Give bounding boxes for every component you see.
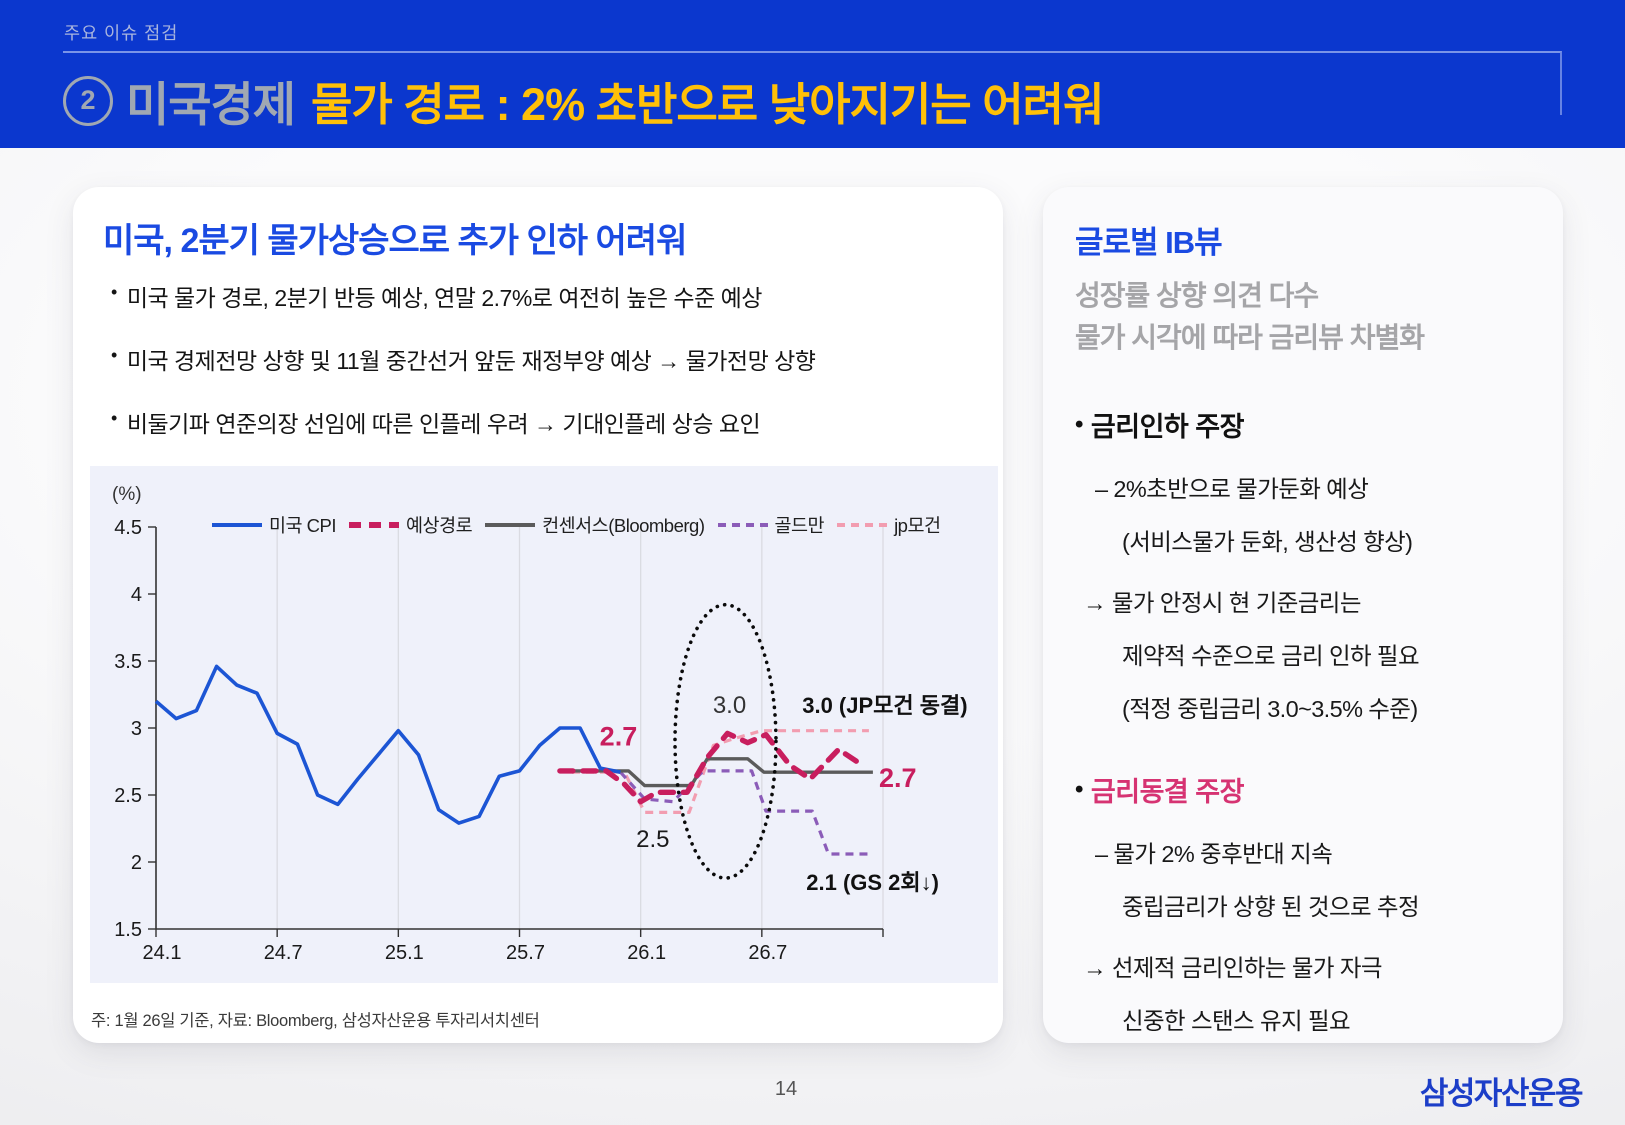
x-tick-label: 26.1 — [627, 942, 666, 964]
section-heading-1: • 금리인하 주장 — [1075, 405, 1539, 444]
x-tick-label: 24.7 — [264, 942, 303, 964]
section-2-line-2: 중립금리가 상향 된 것으로 추정 — [1122, 894, 1420, 920]
section-heading-2: • 금리동결 주장 — [1075, 770, 1539, 809]
section-2-line-1: – 물가 2% 중후반대 지속 — [1095, 841, 1333, 867]
section-heading-text: 금리인하 주장 — [1090, 412, 1245, 442]
legend-label: 예상경로 — [406, 515, 473, 536]
page-title-main: 물가 경로 : 2% 초반으로 낮아지기는 어려워 — [310, 79, 1104, 130]
bullet-item-2: • 미국 경제전망 상향 및 11월 중간선거 앞둔 재정부양 예상 → 물가전망… — [111, 342, 816, 376]
chart-annotation-1: 2.7 — [600, 721, 638, 751]
legend-line-icon — [212, 523, 262, 527]
section-number-icon: 2 — [63, 75, 113, 126]
chart-annotation-6: 2.1 (GS 2회↓) — [806, 870, 939, 895]
y-tick-label: 4 — [131, 584, 142, 606]
legend-label: 컨센서스(Bloomberg) — [542, 515, 705, 536]
bullet-text: 미국 경제전망 상향 및 11월 중간선거 앞둔 재정부양 예상 → 물가전망 … — [126, 348, 816, 374]
section-1-line-1: – 2%초반으로 물가둔화 예상 — [1095, 476, 1369, 502]
y-tick-label: 4.5 — [114, 517, 142, 539]
bullet-text: 미국 물가 경로, 2분기 반등 예상, 연말 2.7%로 여전히 높은 수준 … — [126, 285, 763, 311]
chart-legend: 미국 CPI 예상경로 컨센서스(Bloomberg) 골드만 jp모건 — [212, 512, 992, 538]
legend-label: jp모건 — [894, 515, 941, 536]
bullet-icon: • — [1075, 410, 1083, 438]
x-tick-label: 25.7 — [506, 942, 545, 964]
legend-line-icon — [349, 522, 400, 528]
right-card-sections: • 금리인하 주장 – 2%초반으로 물가둔화 예상 (서비스물가 둔화, 생산성 향… — [1075, 405, 1539, 1036]
y-tick-label: 3 — [131, 718, 142, 740]
company-logo: 삼성자산운용 — [1419, 1076, 1584, 1111]
bullet-item-1: • 미국 물가 경로, 2분기 반등 예상, 연말 2.7%로 여전히 높은 수준… — [111, 279, 815, 313]
page-title: 2 미국경제 물가 경로 : 2% 초반으로 낮아지기는 어려워 — [63, 66, 1104, 135]
section-2-line-3: → 선제적 금리인하는 물가 자극 — [1083, 955, 1382, 981]
section-2-line-4: 신중한 스탠스 유지 필요 — [1122, 1008, 1351, 1034]
y-axis-unit-label: (%) — [112, 484, 142, 505]
highlight-ellipse-icon — [673, 602, 778, 880]
bullet-icon: • — [1075, 775, 1083, 803]
bullet-icon: • — [111, 282, 117, 302]
series-goldman — [619, 769, 871, 856]
legend-line-icon — [837, 523, 888, 527]
legend-label: 미국 CPI — [269, 515, 337, 536]
bullet-text: 비둘기파 연준의장 선임에 따른 인플레 우려 → 기대인플레 상승 요인 — [126, 411, 761, 437]
breadcrumb: 주요 이슈 점검 — [64, 23, 179, 43]
legend-item-jp: jp모건 — [837, 512, 941, 538]
right-card-title: 글로벌 IB뷰 — [1075, 225, 1223, 260]
section-1-line-2: (서비스물가 둔화, 생산성 향상) — [1122, 529, 1413, 555]
bullet-icon: • — [111, 345, 117, 365]
subtitle-line-1: 성장률 상향 의견 다수 — [1075, 280, 1319, 311]
cpi-line-chart: (%) 4.5 4 3.5 3 2.5 2 1.524.1 24.7 25.1 25.7 26.1 26… — [112, 484, 968, 964]
left-card-bullets: • 미국 물가 경로, 2분기 반등 예상, 연말 2.7%로 여전히 높은 수준… — [111, 279, 816, 468]
cpi-chart-panel: 미국 CPI 예상경로 컨센서스(Bloomberg) 골드만 jp모건 (%) 4.5 4… — [90, 466, 998, 983]
x-tick-label: 25.1 — [385, 942, 424, 964]
section-heading-text: 금리동결 주장 — [1090, 777, 1245, 807]
legend-item-expected: 예상경로 — [349, 512, 473, 538]
series-expected — [557, 730, 866, 805]
page-number: 14 — [774, 1078, 798, 1100]
legend-label: 골드만 — [774, 515, 825, 536]
legend-item-consensus: 컨센서스(Bloomberg) — [485, 512, 705, 538]
series-cpi — [154, 664, 621, 825]
x-tick-label: 26.7 — [748, 942, 787, 964]
y-tick-label: 3.5 — [114, 651, 142, 673]
left-card-title: 미국, 2분기 물가상승으로 추가 인하 어려워 — [103, 222, 687, 260]
bullet-icon: • — [111, 408, 117, 428]
section-1-line-3: → 물가 안정시 현 기준금리는 — [1083, 590, 1361, 616]
legend-item-cpi: 미국 CPI — [212, 512, 337, 538]
page-title-category: 미국경제 — [126, 78, 296, 131]
x-tick-label: 24.1 — [143, 942, 182, 964]
title-banner: 주요 이슈 점검 2 미국경제 물가 경로 : 2% 초반으로 낮아지기는 어려… — [0, 0, 1625, 148]
global-ib-view-card: 글로벌 IB뷰 성장률 상향 의견 다수 물가 시각에 따라 금리뷰 차별화 •… — [1043, 187, 1563, 1043]
y-tick-label: 2.5 — [114, 785, 142, 807]
chart-annotation-5: 2.7 — [879, 763, 917, 793]
chart-annotation-4: 3.0 (JP모건 동결) — [802, 693, 967, 718]
chart-footnote: 주: 1월 26일 기준, 자료: Bloomberg, 삼성자산운용 투자리서… — [91, 1012, 540, 1030]
chart-annotation-2: 2.5 — [636, 826, 669, 853]
y-tick-label: 1.5 — [114, 919, 142, 941]
legend-line-icon — [717, 523, 768, 527]
us-inflation-card: 미국, 2분기 물가상승으로 추가 인하 어려워 • 미국 물가 경로, 2분기 … — [73, 187, 1003, 1043]
legend-item-goldman: 골드만 — [717, 512, 825, 538]
chart-annotation-3: 3.0 — [713, 692, 746, 719]
subtitle-line-2: 물가 시각에 따라 금리뷰 차별화 — [1075, 322, 1425, 353]
banner-rule — [63, 51, 1562, 115]
section-1-line-4: 제약적 수준으로 금리 인하 필요 — [1122, 643, 1420, 669]
right-card-subtitle: 성장률 상향 의견 다수 물가 시각에 따라 금리뷰 차별화 — [1075, 275, 1539, 359]
bullet-item-3: • 비둘기파 연준의장 선임에 따른 인플레 우려 → 기대인플레 상승 요인 — [111, 405, 815, 439]
series-jp — [572, 729, 869, 814]
section-1-line-5: (적정 중립금리 3.0~3.5% 수준) — [1122, 696, 1418, 722]
legend-line-icon — [485, 523, 536, 527]
y-tick-label: 2 — [131, 852, 142, 874]
